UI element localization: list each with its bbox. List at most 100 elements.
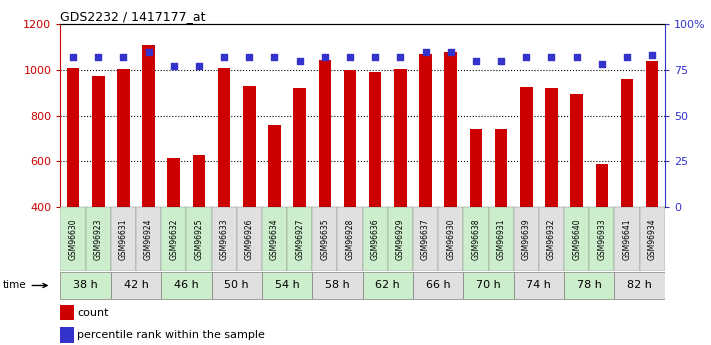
Bar [539,207,564,271]
Bar [596,164,608,207]
Text: 62 h: 62 h [375,280,400,290]
Bar [444,51,457,207]
Point [143,49,154,54]
Bar [495,129,508,207]
Bar [621,79,634,207]
Bar [92,76,105,207]
Bar [287,207,312,271]
Bar [514,272,564,299]
Point [68,54,79,60]
Bar [186,207,212,271]
Text: GSM96923: GSM96923 [94,218,102,260]
Text: GSM96641: GSM96641 [623,218,631,260]
Bar [312,272,363,299]
Bar [142,45,155,207]
Point [520,54,532,60]
Point [596,62,607,67]
Text: 78 h: 78 h [577,280,602,290]
Text: GSM96635: GSM96635 [321,218,329,260]
Bar [387,207,413,271]
Point [470,58,481,63]
Bar [319,60,331,207]
Text: 50 h: 50 h [225,280,249,290]
Point [571,54,582,60]
Bar [218,68,230,207]
Text: GSM96632: GSM96632 [169,218,178,260]
Point [294,58,305,63]
Bar [117,69,129,207]
Text: GSM96633: GSM96633 [220,218,229,260]
Bar [212,272,262,299]
Bar [545,88,557,207]
Point [370,54,381,60]
Point [395,54,406,60]
Text: 70 h: 70 h [476,280,501,290]
Text: count: count [77,308,109,318]
Bar [343,70,356,207]
Point [118,54,129,60]
Text: GSM96931: GSM96931 [496,218,506,260]
Bar [369,72,382,207]
Text: 58 h: 58 h [325,280,350,290]
Text: percentile rank within the sample: percentile rank within the sample [77,330,265,340]
Point [92,54,104,60]
Bar [338,207,363,271]
Bar [419,54,432,207]
Text: 82 h: 82 h [627,280,652,290]
Text: GSM96929: GSM96929 [396,218,405,260]
Bar [589,207,614,271]
Bar [262,272,312,299]
Point [193,63,205,69]
Point [546,54,557,60]
Bar [243,86,255,207]
Bar [136,207,161,271]
Bar [646,61,658,207]
Text: GSM96639: GSM96639 [522,218,531,260]
Bar [111,207,136,271]
Point [621,54,633,60]
Bar [438,207,464,271]
Bar [67,68,80,207]
Bar [111,272,161,299]
Point [244,54,255,60]
Text: GSM96634: GSM96634 [270,218,279,260]
Bar [488,207,514,271]
Bar [570,94,583,207]
Bar [564,207,589,271]
Text: GSM96638: GSM96638 [471,218,481,260]
Bar [312,207,338,271]
Bar [60,327,74,343]
Bar [168,158,180,207]
Text: 38 h: 38 h [73,280,98,290]
Text: GSM96630: GSM96630 [68,218,77,260]
Point [496,58,507,63]
Bar [640,207,665,271]
Bar [470,129,482,207]
Point [344,54,356,60]
Text: GSM96924: GSM96924 [144,218,153,260]
Bar [520,87,533,207]
Bar [60,305,74,320]
Bar [60,207,85,271]
Text: GSM96932: GSM96932 [547,218,556,260]
Bar [161,272,212,299]
Point [269,54,280,60]
Bar [237,207,262,271]
Bar [413,207,438,271]
Text: GSM96631: GSM96631 [119,218,128,260]
Bar [514,207,539,271]
Point [420,49,432,54]
Text: GSM96637: GSM96637 [421,218,430,260]
Text: 74 h: 74 h [526,280,551,290]
Bar [193,155,205,207]
Bar [161,207,186,271]
Text: GSM96927: GSM96927 [295,218,304,260]
Point [646,52,658,58]
Bar [363,207,387,271]
Bar [564,272,614,299]
Bar [85,207,111,271]
Text: GSM96930: GSM96930 [447,218,455,260]
Bar [262,207,287,271]
Bar [212,207,237,271]
Text: GSM96926: GSM96926 [245,218,254,260]
